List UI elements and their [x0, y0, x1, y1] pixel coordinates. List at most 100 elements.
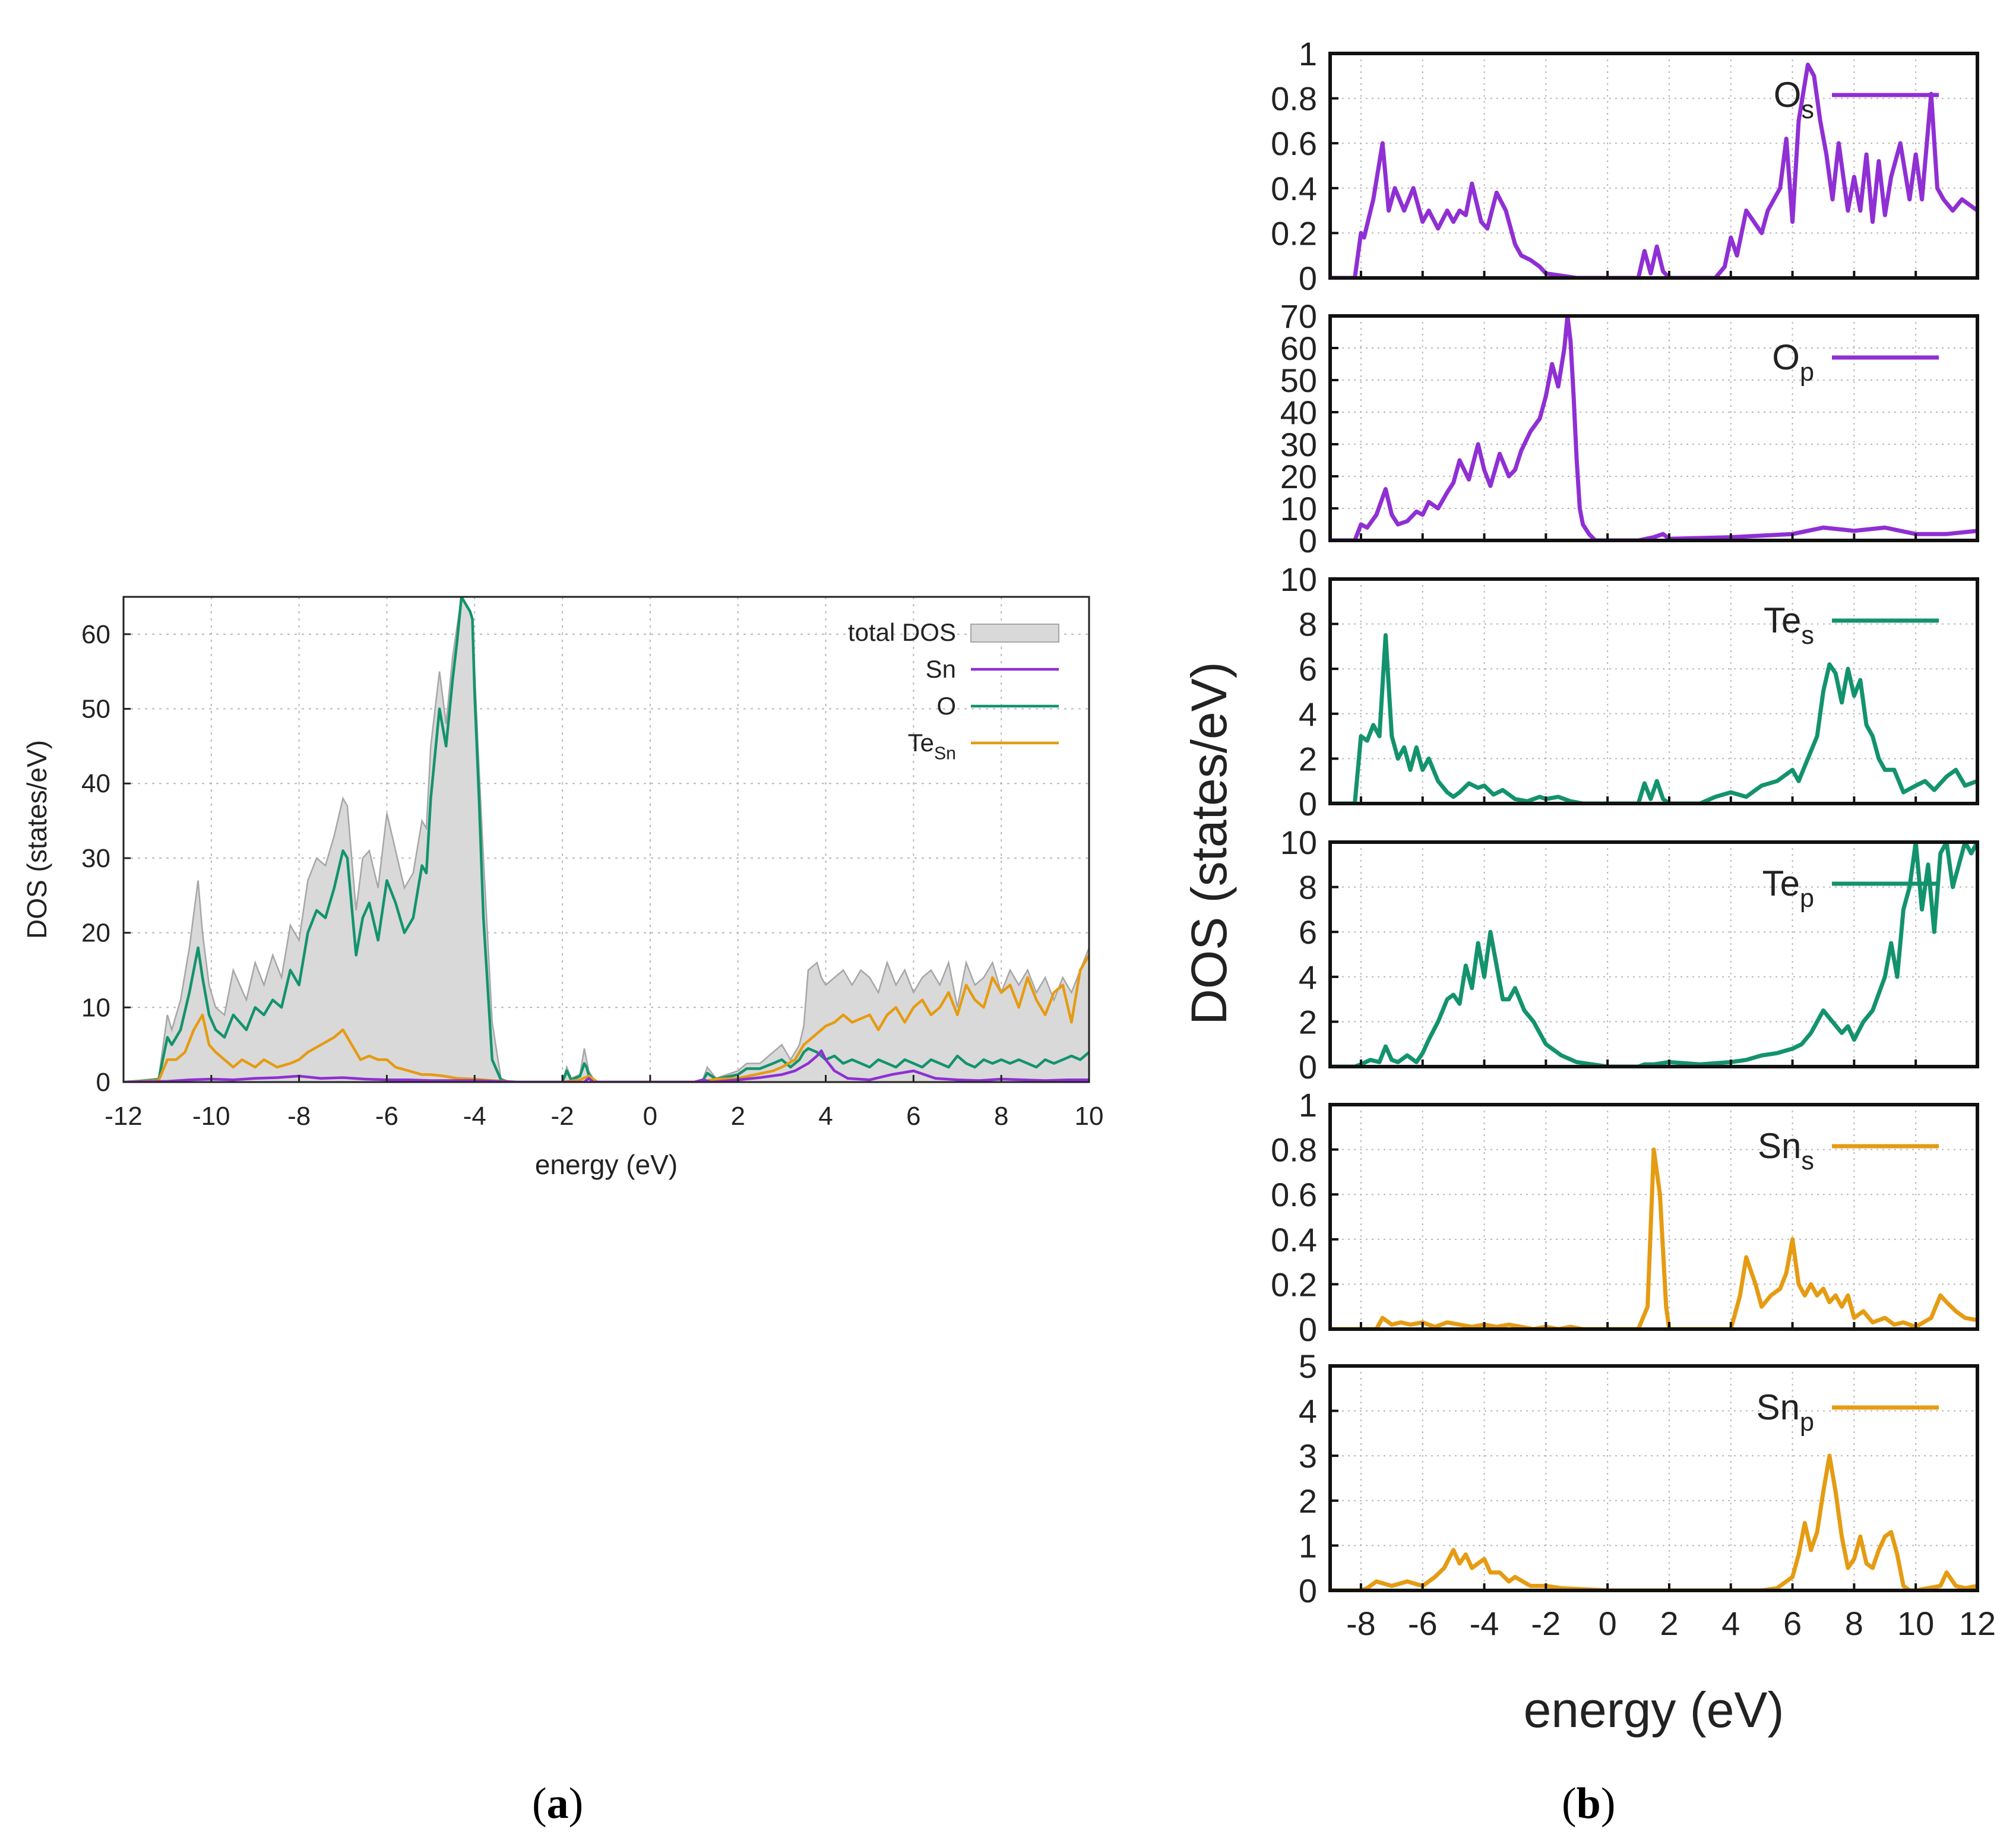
- y-tick-label: 0.2: [1271, 1266, 1317, 1303]
- series-total-dos-area: [124, 597, 1089, 1082]
- y-tick-label: 2: [1299, 1003, 1317, 1040]
- axes-frame-b: [1328, 52, 1979, 280]
- plot-area-b: [1330, 579, 1977, 804]
- panel-b-sn-s: 0 0.2 0.4 0.6 0.8 1 Sns: [1271, 1086, 1979, 1348]
- axes-frame-b: [1328, 577, 1979, 805]
- y-tick-label: 5: [1299, 1348, 1317, 1385]
- x-axis-label-a: energy (eV): [535, 1149, 678, 1180]
- x-tick-label: -4: [463, 1102, 486, 1131]
- legend-label: Sns: [1758, 1126, 1814, 1175]
- y-axis-label-b: DOS (states/eV): [1181, 662, 1237, 1025]
- y-tick-label: 2: [1299, 1482, 1317, 1520]
- series-line-te-p: [1330, 842, 1977, 1067]
- legend-label: Os: [1774, 75, 1814, 124]
- y-tick-label: 10: [1280, 561, 1317, 598]
- y-tick-label: 50: [81, 695, 110, 724]
- x-tick-label: 0: [643, 1102, 657, 1131]
- y-tick-label: 10: [81, 993, 110, 1022]
- y-tick-label: 2: [1299, 740, 1317, 777]
- legend-swatch-total-dos: [970, 624, 1059, 643]
- y-tick-label: 1: [1299, 1527, 1317, 1564]
- x-tick-label: 10: [1897, 1605, 1934, 1642]
- x-tick-label: 12: [1959, 1605, 1996, 1642]
- y-axis-label-a: DOS (states/eV): [21, 740, 52, 939]
- y-tick-label: 3: [1299, 1437, 1317, 1475]
- axes-frame-b: [1328, 1364, 1979, 1592]
- panel-b-te-p: 0 2 4 6 8 10 Tep: [1280, 824, 1979, 1086]
- y-tick-label: 0: [96, 1068, 110, 1097]
- y-tick-label: 60: [81, 620, 110, 649]
- caption-a-letter: a: [546, 1779, 569, 1828]
- series-line-sn-s: [1330, 1147, 1977, 1329]
- axes-frame-b: [1328, 1103, 1979, 1331]
- y-tick-label: 0.8: [1271, 80, 1317, 118]
- x-tick-label: 6: [906, 1102, 920, 1131]
- y-tick-label: 40: [1280, 394, 1317, 431]
- y-tick-label: 0.6: [1271, 125, 1317, 162]
- y-tick-label: 0.2: [1271, 214, 1317, 252]
- y-tick-label: 0: [1299, 1048, 1317, 1086]
- y-tick-label: 6: [1299, 913, 1317, 951]
- y-tick-label: 10: [1280, 824, 1317, 861]
- x-tick-label: -10: [192, 1102, 230, 1131]
- panel-b-sn-p: 0 1 2 3 4 5 Snp: [1299, 1348, 1979, 1609]
- caption-a: (a): [532, 1779, 584, 1828]
- y-tick-label: 40: [81, 769, 110, 798]
- x-tick-label: 8: [1845, 1605, 1863, 1642]
- y-tick-label: 0.4: [1271, 170, 1317, 207]
- axes-frame-a: [122, 596, 1090, 1083]
- panel-b-o-s: 0 0.2 0.4 0.6 0.8 1 Os: [1271, 35, 1979, 297]
- x-tick-label: -2: [551, 1102, 574, 1131]
- x-tick-label: -2: [1531, 1605, 1561, 1642]
- legend-label: O: [936, 692, 956, 720]
- y-tick-label: 0: [1299, 260, 1317, 297]
- y-tick-label: 20: [81, 919, 110, 948]
- plot-area-b: [1330, 1366, 1977, 1590]
- series-line-o-s: [1330, 62, 1977, 278]
- y-tick-label: 0.6: [1271, 1176, 1317, 1213]
- y-tick-label: 1: [1299, 1086, 1317, 1124]
- y-tick-label: 0: [1299, 1572, 1317, 1609]
- y-tick-label: 20: [1280, 458, 1317, 495]
- x-tick-label: -6: [375, 1102, 398, 1131]
- y-tick-label: 6: [1299, 650, 1317, 688]
- y-tick-label: 50: [1280, 362, 1317, 399]
- axes-frame-b: [1328, 840, 1979, 1068]
- legend-label: total DOS: [848, 618, 956, 646]
- y-tick-label: 0: [1299, 522, 1317, 559]
- y-tick-label: 30: [81, 844, 110, 873]
- series-line-o: [124, 597, 1089, 1082]
- x-tick-label: 6: [1783, 1605, 1802, 1642]
- caption-b-letter: b: [1576, 1779, 1601, 1828]
- series-line-sn-p: [1330, 1453, 1977, 1590]
- y-tick-label: 0: [1299, 785, 1317, 823]
- legend-label: Tep: [1762, 864, 1814, 913]
- x-axis-label-b: energy (eV): [1524, 1682, 1784, 1738]
- caption-b: (b): [1562, 1779, 1616, 1828]
- y-tick-label: 0.4: [1271, 1221, 1317, 1258]
- y-tick-label: 60: [1280, 330, 1317, 367]
- panel-b-te-s: 0 2 4 6 8 10 Tes: [1280, 561, 1979, 823]
- x-tick-label: -8: [1346, 1605, 1376, 1642]
- series-line-sn: [124, 1049, 1089, 1082]
- y-tick-label: 10: [1280, 490, 1317, 527]
- chart-a: -12 -10 -8 -6 -4 -2 0 2 4 6 8 10 0 10 20 30 40 50 60 energy…: [21, 596, 1104, 1180]
- plot-area-b: [1330, 1105, 1977, 1329]
- y-tick-label: 8: [1299, 606, 1317, 643]
- x-tick-label: 8: [994, 1102, 1008, 1131]
- legend-label: Op: [1772, 337, 1814, 387]
- y-tick-label: 0.8: [1271, 1131, 1317, 1169]
- y-tick-label: 4: [1299, 695, 1317, 733]
- x-tick-label: 0: [1599, 1605, 1617, 1642]
- chart-b: 00.20.40.60.81Os010203040506070Op0246810…: [1181, 35, 1996, 1738]
- x-tick-label: 10: [1075, 1102, 1104, 1131]
- y-tick-label: 4: [1299, 1393, 1317, 1430]
- y-tick-label: 70: [1280, 298, 1317, 335]
- legend-label: Snp: [1757, 1387, 1814, 1437]
- y-tick-label: 1: [1299, 35, 1317, 72]
- x-tick-label: -6: [1408, 1605, 1438, 1642]
- series-line-te-s: [1330, 633, 1977, 804]
